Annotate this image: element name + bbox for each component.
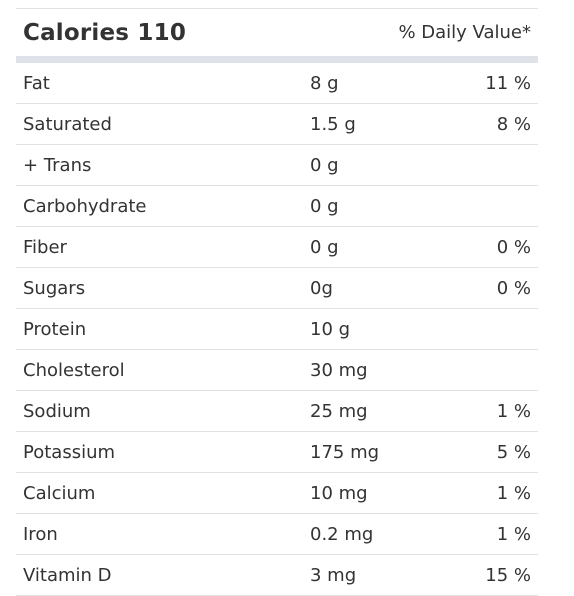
nutrient-amount: 25 mg <box>310 400 368 422</box>
nutrient-amount: 10 g <box>310 318 351 340</box>
nutrient-row-sodium: Sodium 25 mg 1 % <box>16 391 538 432</box>
nutrient-amount: 0.2 mg <box>310 523 374 545</box>
nutrient-row-fiber: Fiber 0 g 0 % <box>16 227 538 268</box>
nutrient-amount: 0 g <box>310 236 339 258</box>
nutrient-name: Potassium <box>23 441 116 463</box>
daily-value-heading: % Daily Value* <box>398 22 531 43</box>
nutrition-header: Calories 110 % Daily Value* <box>16 9 538 56</box>
nutrient-amount: 0g <box>310 277 333 299</box>
nutrient-daily-value: 1 % <box>496 482 531 504</box>
calories-title: Calories 110 <box>23 19 187 46</box>
nutrient-name: Carbohydrate <box>23 195 147 217</box>
nutrient-row-trans: + Trans 0 g <box>16 145 538 186</box>
nutrient-name: + Trans <box>23 154 92 176</box>
nutrient-row-sugars: Sugars 0g 0 % <box>16 268 538 309</box>
nutrient-daily-value: 8 % <box>496 113 531 135</box>
nutrient-amount: 3 mg <box>310 564 357 586</box>
header-divider <box>16 56 538 63</box>
nutrient-row-carbohydrate: Carbohydrate 0 g <box>16 186 538 227</box>
nutrient-name: Protein <box>23 318 87 340</box>
nutrient-name: Vitamin D <box>23 564 112 586</box>
nutrient-row-iron: Iron 0.2 mg 1 % <box>16 514 538 555</box>
nutrient-name: Cholesterol <box>23 359 125 381</box>
nutrient-daily-value: 0 % <box>496 236 531 258</box>
nutrient-name: Fat <box>23 72 50 94</box>
nutrient-daily-value: 5 % <box>496 441 531 463</box>
nutrient-amount: 175 mg <box>310 441 380 463</box>
nutrient-daily-value: 0 % <box>496 277 531 299</box>
nutrition-facts-panel: Calories 110 % Daily Value* Fat 8 g 11 %… <box>16 8 538 596</box>
nutrient-daily-value: 1 % <box>496 400 531 422</box>
nutrient-amount: 1.5 g <box>310 113 356 135</box>
nutrient-amount: 10 mg <box>310 482 368 504</box>
nutrient-daily-value: 15 % <box>485 564 531 586</box>
nutrient-row-cholesterol: Cholesterol 30 mg <box>16 350 538 391</box>
nutrient-row-potassium: Potassium 175 mg 5 % <box>16 432 538 473</box>
nutrient-amount: 8 g <box>310 72 339 94</box>
nutrient-daily-value: 11 % <box>485 72 531 94</box>
nutrient-row-vitamin-d: Vitamin D 3 mg 15 % <box>16 555 538 596</box>
nutrient-name: Saturated <box>23 113 112 135</box>
nutrient-name: Sodium <box>23 400 91 422</box>
nutrient-amount: 0 g <box>310 195 339 217</box>
nutrient-amount: 0 g <box>310 154 339 176</box>
nutrient-name: Iron <box>23 523 58 545</box>
nutrient-daily-value: 1 % <box>496 523 531 545</box>
nutrient-row-protein: Protein 10 g <box>16 309 538 350</box>
nutrient-amount: 30 mg <box>310 359 368 381</box>
nutrient-name: Sugars <box>23 277 86 299</box>
nutrient-name: Calcium <box>23 482 96 504</box>
nutrient-row-fat: Fat 8 g 11 % <box>16 63 538 104</box>
nutrient-name: Fiber <box>23 236 67 258</box>
nutrient-row-saturated: Saturated 1.5 g 8 % <box>16 104 538 145</box>
nutrient-row-calcium: Calcium 10 mg 1 % <box>16 473 538 514</box>
